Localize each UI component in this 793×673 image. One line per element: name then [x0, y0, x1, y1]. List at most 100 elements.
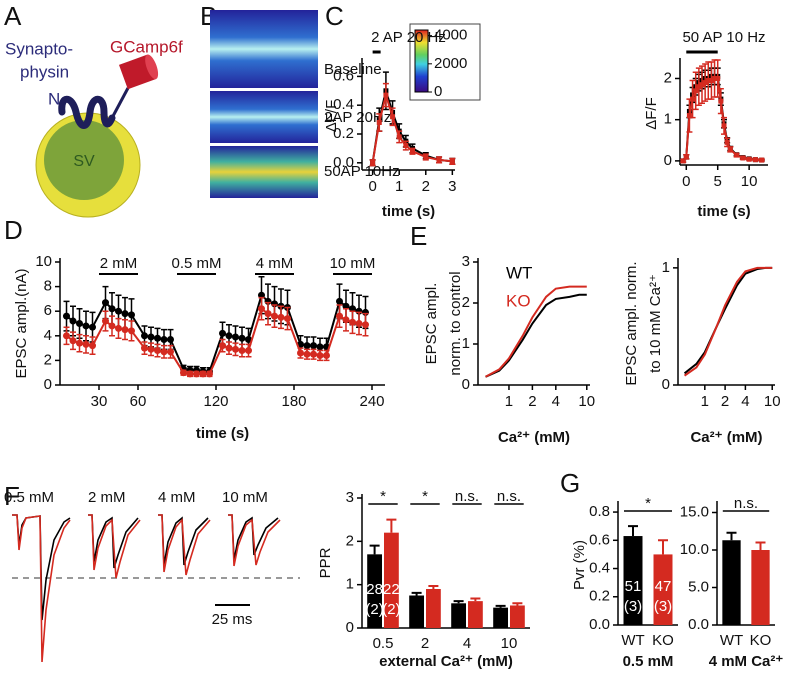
y-tick-label: 2: [462, 294, 470, 311]
data-point: [167, 348, 174, 356]
x-axis-label: Ca²⁺ (mM): [498, 429, 570, 446]
data-point: [154, 334, 161, 342]
chart-title: 2 AP 20 Hz: [371, 29, 446, 46]
data-point: [708, 78, 714, 84]
colorbar: [414, 29, 429, 93]
n-label: (3): [654, 598, 672, 615]
protein-label: physin: [20, 62, 69, 81]
n-label: 28: [366, 581, 383, 598]
colorbar-tick-label: 4000: [434, 27, 467, 44]
trace: [158, 514, 211, 576]
trace-group: [158, 514, 211, 576]
y-tick-label: 0.2: [333, 125, 354, 142]
y-tick-label: 10.0: [680, 541, 709, 558]
x-tick-label: 2: [721, 393, 729, 410]
data-point: [232, 345, 239, 353]
x-tick-label: 120: [203, 393, 228, 410]
x-tick-label: 1: [395, 178, 403, 195]
data-point: [712, 75, 718, 81]
y-tick-label: 3: [346, 489, 354, 506]
colorbar-frame: [409, 23, 481, 101]
data-point: [699, 82, 705, 88]
significance-label: n.s.: [497, 488, 521, 505]
data-point: [102, 317, 109, 325]
error-bar: [386, 518, 397, 533]
y-tick-label: 0: [462, 376, 470, 393]
x-axis-label: time (s): [697, 203, 750, 220]
error-bar: [755, 541, 766, 550]
condition-label: 2AP 20Hz: [324, 109, 391, 126]
trace: [12, 514, 71, 663]
significance-label: *: [380, 488, 386, 505]
data-point: [303, 342, 311, 350]
data-point: [316, 351, 324, 359]
y-tick-label: 0.4: [589, 559, 610, 576]
error-bar: [726, 531, 737, 541]
data-point: [686, 113, 692, 119]
data-point: [683, 154, 689, 160]
x-axis-label: time (s): [382, 203, 435, 220]
y-tick-label: 0.2: [589, 588, 610, 605]
error-bar: [411, 591, 422, 596]
y-tick-label: 1: [462, 335, 470, 352]
y-tick-label: 1: [346, 576, 354, 593]
data-point: [108, 305, 116, 313]
data-point: [310, 350, 317, 358]
data-point: [449, 158, 455, 164]
y-tick-label: 3: [462, 253, 470, 270]
condition-label: 2 mM: [88, 489, 126, 506]
x-axis-label: 0.5 mM: [623, 653, 674, 670]
bar: [409, 595, 424, 628]
colorbar-tick-label: 2000: [434, 55, 467, 72]
y-axis-label: PPR: [317, 547, 334, 578]
heatmap: [210, 91, 318, 143]
data-point: [238, 334, 246, 342]
data-point: [370, 160, 376, 166]
data-point: [297, 349, 304, 357]
data-point: [715, 75, 721, 81]
error-bar: [453, 600, 464, 604]
heatmap: [210, 10, 318, 88]
data-point: [180, 369, 187, 377]
data-point: [141, 332, 148, 340]
data-point: [376, 119, 382, 125]
data-point: [264, 310, 272, 318]
condition-label: 50AP 10Hz: [324, 163, 400, 180]
significance-label: *: [645, 495, 651, 512]
annotation: 0.5 mM: [171, 255, 221, 272]
x-tick-label: 4: [552, 393, 560, 410]
bar: [468, 601, 483, 628]
significance-label: *: [422, 488, 428, 505]
y-tick-label: 0: [662, 376, 670, 393]
data-point: [310, 342, 317, 350]
data-point: [186, 370, 194, 378]
y-tick-label: 10: [35, 253, 52, 270]
annotation: 4 mM: [256, 255, 294, 272]
y-tick-label: 0: [664, 152, 672, 169]
data-line: [683, 266, 773, 375]
data-point: [390, 114, 396, 120]
y-axis-label: Pvr (%): [571, 540, 588, 590]
y-tick-label: 0.4: [333, 96, 354, 113]
significance-label: n.s.: [734, 495, 758, 512]
y-tick-label: 2: [44, 351, 52, 368]
data-point: [740, 155, 746, 161]
x-tick-label: 0: [368, 178, 376, 195]
linker: [110, 87, 130, 119]
panel-label: F: [4, 481, 20, 511]
panel-label: G: [560, 468, 580, 498]
data-line: [371, 91, 453, 163]
data-point: [89, 323, 96, 331]
data-point: [225, 332, 233, 340]
data-point: [355, 320, 363, 327]
x-tick-label: 2: [421, 635, 429, 652]
legend-entry: WT: [506, 263, 532, 282]
data-point: [724, 139, 730, 145]
y-tick-label: 0.0: [589, 616, 610, 633]
significance-label: n.s.: [455, 488, 479, 505]
trace-group: [12, 514, 71, 663]
vesicle-label: SV: [73, 153, 95, 170]
condition-label: 0.5 mM: [4, 489, 54, 506]
data-point: [362, 321, 369, 329]
data-point: [277, 313, 285, 321]
